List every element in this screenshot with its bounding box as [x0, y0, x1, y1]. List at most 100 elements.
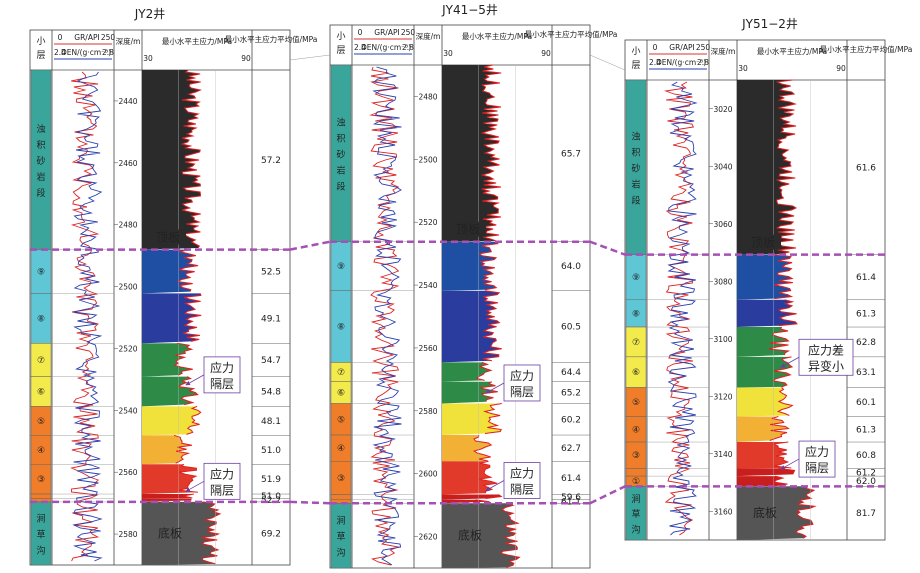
depth-tick: 2480 [418, 92, 437, 101]
den-curve [667, 81, 698, 536]
svg-text:层: 层 [36, 50, 45, 61]
stress-curve [183, 493, 194, 499]
layer-avg: 60.5 [561, 323, 581, 333]
stress-curve [190, 498, 192, 501]
callout-text: 隔层 [510, 385, 534, 399]
gr-min: 0 [358, 28, 363, 37]
svg-text:段: 段 [36, 187, 45, 199]
gr-curve [664, 81, 695, 536]
layer-label: ④ [337, 444, 345, 454]
gr-min: 0 [653, 43, 658, 52]
roof-label: 顶板 [751, 236, 775, 250]
stress-curve [771, 441, 792, 469]
layer-avg: 51.0 [261, 446, 281, 456]
svg-text:层: 层 [336, 45, 345, 56]
den-label: DEN/(g·cm⁻³) [656, 58, 706, 67]
floor-label: 底板 [458, 528, 482, 543]
layer-avg: 61.3 [856, 309, 876, 319]
callout-arrow [185, 480, 205, 492]
header-stress: 最小水平主应力/MPa [462, 31, 532, 41]
callout-arrow [780, 356, 800, 368]
stress-max: 90 [241, 54, 251, 63]
callout-text: 应力 [510, 368, 534, 383]
layer-avg: 62.7 [561, 444, 581, 454]
callout-text: 隔层 [210, 483, 234, 497]
depth-tick: 2480 [118, 221, 137, 230]
layer-label: ③ [337, 474, 345, 484]
stress-curve [480, 64, 502, 242]
stress-fill [142, 435, 192, 465]
correlation-lines [289, 54, 626, 505]
svg-text:小: 小 [36, 36, 45, 47]
callout-arrow [485, 382, 505, 394]
svg-text:涧: 涧 [36, 512, 45, 524]
layer-label: ⑧ [632, 309, 640, 319]
layer-label: ⑦ [337, 368, 345, 378]
callout-text: 隔层 [805, 461, 829, 475]
stress-curve [772, 475, 788, 487]
gr-min: 0 [58, 33, 63, 42]
layer-avg: 62.0 [856, 477, 876, 487]
svg-text:沟: 沟 [336, 547, 345, 559]
layer-label: ④ [632, 425, 640, 435]
layer-cell [625, 468, 647, 477]
den-curve [372, 66, 402, 566]
layer-label: ④ [37, 446, 45, 456]
stress-curve [482, 403, 502, 434]
depth-tick: 3040 [713, 162, 732, 171]
stress-curve [186, 405, 202, 435]
roof-label: 顶板 [156, 231, 180, 245]
layer-avg: 65.7 [561, 149, 581, 159]
header-avg: 最小水平主应力平均值/MPa [525, 29, 618, 39]
callout-arrow [485, 480, 505, 491]
stress-fill [737, 80, 797, 255]
layer-avg: 61.4 [561, 474, 581, 484]
well-title: JY41−5井 [441, 3, 498, 17]
layer-avg: 64.0 [561, 262, 581, 272]
callout-box [203, 462, 241, 500]
svg-text:岩: 岩 [631, 178, 640, 190]
stress-curve [180, 69, 203, 249]
svg-text:段: 段 [336, 180, 345, 192]
layer-avg: 61.1 [561, 498, 581, 508]
stress-curve [482, 290, 502, 362]
stress-max: 90 [836, 64, 846, 73]
floor-label: 底板 [158, 525, 182, 540]
depth-tick: 2520 [418, 218, 437, 227]
den-curve [72, 71, 103, 562]
depth-tick: 3020 [713, 105, 732, 114]
stress-curve [775, 79, 798, 255]
callout-arrow [780, 458, 800, 470]
header-stress: 最小水平主应力/MPa [162, 36, 232, 46]
layer-cell [30, 493, 52, 499]
gr-max: 250 [401, 28, 416, 37]
stress-curve [485, 494, 503, 499]
layer-avg: 61.2 [856, 468, 876, 478]
layer-avg: 61.4 [856, 273, 876, 283]
layer-avg: 54.8 [261, 388, 281, 398]
header-depth: 深度/m [416, 31, 441, 41]
svg-text:积: 积 [336, 132, 345, 144]
stress-fill [142, 70, 201, 250]
svg-text:小: 小 [631, 46, 640, 57]
callout-text: 应力 [510, 466, 534, 481]
stress-fill [142, 343, 193, 377]
layer-label: ⑨ [632, 273, 640, 283]
stress-curve [777, 299, 798, 327]
stress-fill [142, 464, 198, 495]
den-label: DEN/(g·cm⁻³) [61, 48, 111, 57]
gr-curve [70, 71, 100, 562]
stress-min: 30 [443, 49, 453, 58]
layer-avg: 62.8 [856, 338, 876, 348]
layer-label: ⑥ [37, 388, 45, 398]
boundary-connector [589, 240, 626, 256]
stress-curve [201, 501, 222, 565]
stress-fill [737, 416, 789, 443]
header-layer: 小层 [336, 31, 345, 56]
depth-tick: 2580 [118, 530, 137, 539]
stress-fill [737, 476, 788, 487]
header-depth: 深度/m [711, 46, 736, 56]
gr-label: GR/API [74, 33, 99, 42]
